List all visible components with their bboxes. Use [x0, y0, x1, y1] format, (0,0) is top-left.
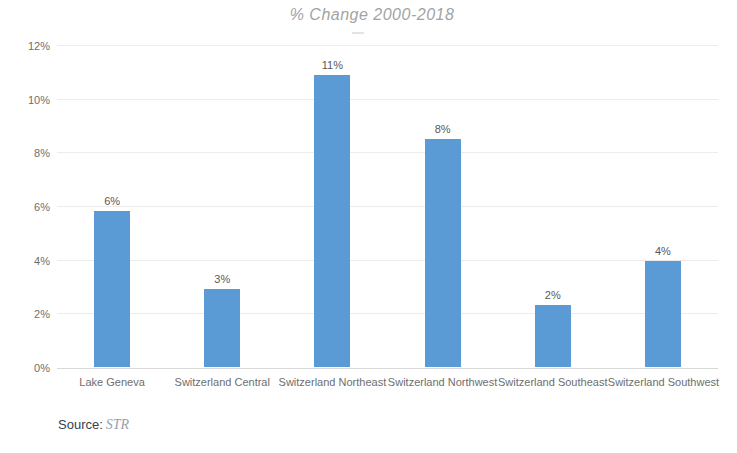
source-value: STR [106, 417, 129, 432]
category-label: Lake Geneva [57, 376, 167, 388]
y-tick-label: 8% [0, 147, 50, 159]
chart-title: % Change 2000-2018 [57, 6, 687, 24]
bar-value-label: 6% [82, 195, 142, 207]
bar-value-label: 3% [192, 273, 252, 285]
gridline [57, 313, 718, 314]
source-label: Source: [58, 417, 103, 432]
bar [204, 289, 240, 367]
x-axis-line [57, 368, 718, 369]
y-tick-label: 0% [0, 362, 50, 374]
y-axis: 0%2%4%6%8%10%12% [0, 46, 50, 368]
bar-value-label: 4% [633, 245, 693, 257]
source-note: Source:STR [58, 417, 129, 433]
category-label: Switzerland Northeast [277, 376, 387, 388]
plot-area: 6% 3% 11% 8% 2% 4% [57, 46, 718, 368]
gridline [57, 99, 718, 100]
legend-placeholder-dash [352, 32, 364, 34]
bar-value-label: 2% [523, 289, 583, 301]
bar-chart-figure: % Change 2000-2018 0% 2% 4% 6% 8% 10% 12% 6% 3%… [0, 0, 737, 453]
bar [535, 305, 571, 367]
bar [94, 211, 130, 367]
gridline [57, 45, 718, 46]
x-axis: Lake GenevaSwitzerland CentralSwitzerlan… [57, 376, 718, 392]
gridline [57, 152, 718, 153]
y-tick-label: 12% [0, 40, 50, 52]
category-label: Switzerland Northwest [388, 376, 498, 388]
bar [425, 139, 461, 367]
bar [314, 75, 350, 367]
bar-value-label: 8% [413, 123, 473, 135]
y-tick-label: 6% [0, 201, 50, 213]
gridline [57, 206, 718, 207]
gridline [57, 260, 718, 261]
category-label: Switzerland Southwest [608, 376, 718, 388]
bar [645, 261, 681, 367]
category-label: Switzerland Southeast [498, 376, 608, 388]
category-label: Switzerland Central [167, 376, 277, 388]
y-tick-label: 4% [0, 255, 50, 267]
y-tick-label: 2% [0, 308, 50, 320]
bar-value-label: 11% [302, 59, 362, 71]
y-tick-label: 10% [0, 94, 50, 106]
